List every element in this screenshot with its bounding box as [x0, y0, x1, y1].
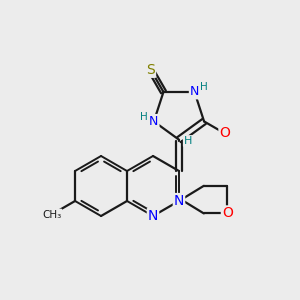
- Text: H: H: [140, 112, 148, 122]
- Text: H: H: [184, 136, 192, 146]
- Text: N: N: [148, 209, 158, 223]
- Text: N: N: [174, 194, 184, 208]
- Text: N: N: [149, 115, 159, 128]
- Text: O: O: [222, 206, 233, 220]
- Text: CH₃: CH₃: [42, 209, 61, 220]
- Text: S: S: [146, 63, 155, 77]
- Text: O: O: [219, 126, 230, 140]
- Text: N: N: [190, 85, 199, 98]
- Text: H: H: [200, 82, 208, 92]
